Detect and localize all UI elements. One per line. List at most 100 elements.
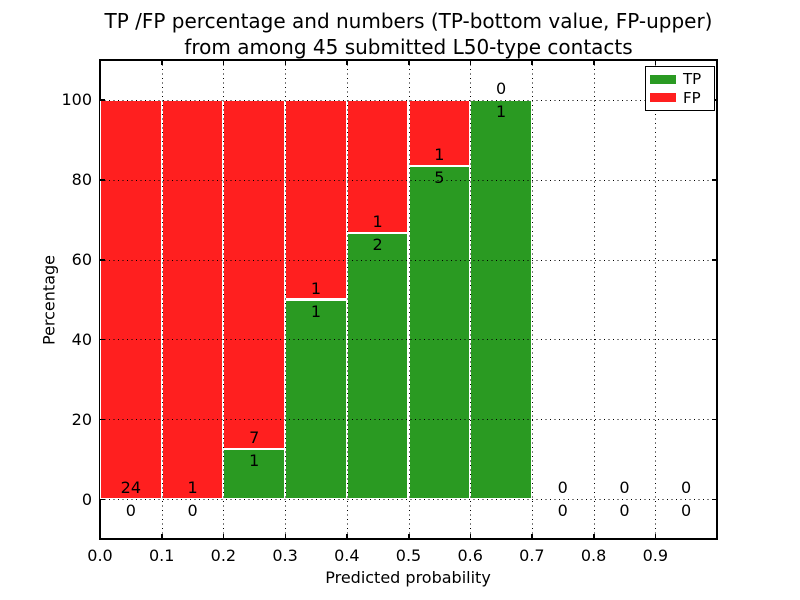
x-axis-tick <box>593 60 595 65</box>
x-axis-tick <box>531 60 533 65</box>
fp-count-label: 0 <box>495 78 507 98</box>
x-axis-tick <box>99 60 101 65</box>
x-axis-tick <box>531 534 533 539</box>
x-tick-label: 0.3 <box>272 546 298 565</box>
x-axis-tick <box>408 60 410 65</box>
gridline-vertical <box>346 60 348 539</box>
fp-count-label: 0 <box>681 478 692 498</box>
x-tick-label: 0.1 <box>148 546 175 565</box>
bar-tp-segment <box>346 232 409 500</box>
x-axis-tick <box>284 534 287 539</box>
bar-tp-segment <box>223 449 286 500</box>
x-tick-label: 0.7 <box>519 546 545 565</box>
fp-count-label: 1 <box>310 278 322 298</box>
x-tick-label: 0.9 <box>642 546 669 565</box>
y-tick-label: 80 <box>71 170 92 190</box>
x-axis-tick <box>654 534 657 539</box>
fp-count-label: 1 <box>434 145 445 165</box>
bar-fp-segment <box>223 99 286 450</box>
y-axis-tick <box>712 338 717 341</box>
x-axis-tick <box>161 534 163 539</box>
legend-item-fp: FP <box>650 90 710 106</box>
tp-count-label: 1 <box>310 301 322 321</box>
y-axis-tick <box>100 418 105 421</box>
y-axis-tick <box>100 179 105 181</box>
x-axis-tick <box>346 60 348 65</box>
y-tick-label: 100 <box>61 90 92 110</box>
chart-title: TP /FP percentage and numbers (TP-bottom… <box>100 8 717 60</box>
fp-count-label: 0 <box>557 478 568 498</box>
fp-count-label: 24 <box>120 478 142 498</box>
fp-count-label: 0 <box>619 478 630 498</box>
y-tick-label: 20 <box>71 409 92 429</box>
y-tick-label: 40 <box>71 329 92 349</box>
y-tick-label: 0 <box>81 489 92 509</box>
fp-count-label: 1 <box>187 478 198 498</box>
y-axis-tick <box>100 498 105 501</box>
gridline-vertical <box>593 60 595 539</box>
x-axis-tick <box>593 534 595 539</box>
fp-count-label: 1 <box>372 211 383 231</box>
chart-title-line2: from among 45 submitted L50-type contact… <box>184 35 633 59</box>
tp-count-label: 0 <box>681 501 692 521</box>
chart-title-line1: TP /FP percentage and numbers (TP-bottom… <box>104 9 713 33</box>
x-axis-tick <box>469 60 472 65</box>
bar-fp-segment <box>161 99 224 500</box>
tp-count-label: 5 <box>434 168 445 188</box>
bar-fp-segment <box>100 99 162 500</box>
tp-count-label: 2 <box>372 234 383 254</box>
tp-count-label: 1 <box>495 101 507 121</box>
y-axis-tick <box>712 498 717 501</box>
x-axis-tick <box>222 60 225 65</box>
y-axis-tick <box>712 259 717 261</box>
bar-fp-segment <box>285 99 347 300</box>
x-tick-label: 0.2 <box>210 546 237 565</box>
gridline-vertical <box>408 60 410 539</box>
x-tick-label: 0.4 <box>334 546 360 565</box>
tp-count-label: 0 <box>557 501 568 521</box>
y-axis-tick <box>100 259 105 261</box>
x-tick-label: 0.6 <box>457 546 483 565</box>
bar-tp-segment <box>408 166 471 500</box>
y-axis-tick <box>712 179 717 181</box>
legend-swatch-fp-icon <box>650 93 676 103</box>
tp-count-label: 0 <box>619 501 630 521</box>
y-axis-tick <box>712 418 717 421</box>
x-tick-label: 0.5 <box>395 546 422 565</box>
x-axis-tick <box>716 60 718 65</box>
y-tick-label: 60 <box>71 250 92 270</box>
y-axis-tick <box>100 338 105 341</box>
x-axis-tick <box>284 60 287 65</box>
x-axis-tick <box>408 534 410 539</box>
x-axis-tick <box>222 534 225 539</box>
gridline-vertical <box>223 60 225 539</box>
plot-area: 24 0 1 0 7 1 1 1 1 2 1 5 0 1 0 0 0 0 0 0 <box>99 59 718 540</box>
x-axis-tick <box>469 534 472 539</box>
legend: TP FP <box>645 66 715 111</box>
bar-fp-segment <box>346 99 409 233</box>
x-axis-label: Predicted probability <box>325 568 491 587</box>
x-axis-tick <box>716 534 718 539</box>
gridline-vertical <box>470 60 472 539</box>
x-axis-tick <box>654 60 657 65</box>
tp-count-label: 0 <box>125 501 136 521</box>
x-axis-tick <box>346 534 348 539</box>
gridline-vertical <box>285 60 287 539</box>
legend-label-fp: FP <box>683 88 701 107</box>
bar-tp-segment <box>285 299 347 500</box>
legend-swatch-tp-icon <box>650 74 676 84</box>
gridline-vertical <box>161 60 163 539</box>
legend-item-tp: TP <box>650 71 710 87</box>
tp-count-label: 0 <box>187 501 198 521</box>
gridline-vertical <box>531 60 533 539</box>
y-axis-tick <box>100 99 105 101</box>
x-axis-tick <box>99 534 101 539</box>
gridline-vertical <box>655 60 657 539</box>
x-tick-label: 0.0 <box>87 546 113 565</box>
fp-count-label: 7 <box>249 428 260 448</box>
legend-label-tp: TP <box>683 70 702 89</box>
tp-count-label: 1 <box>249 451 260 471</box>
x-tick-label: 0.8 <box>580 546 607 565</box>
bar-tp-segment <box>470 99 532 500</box>
